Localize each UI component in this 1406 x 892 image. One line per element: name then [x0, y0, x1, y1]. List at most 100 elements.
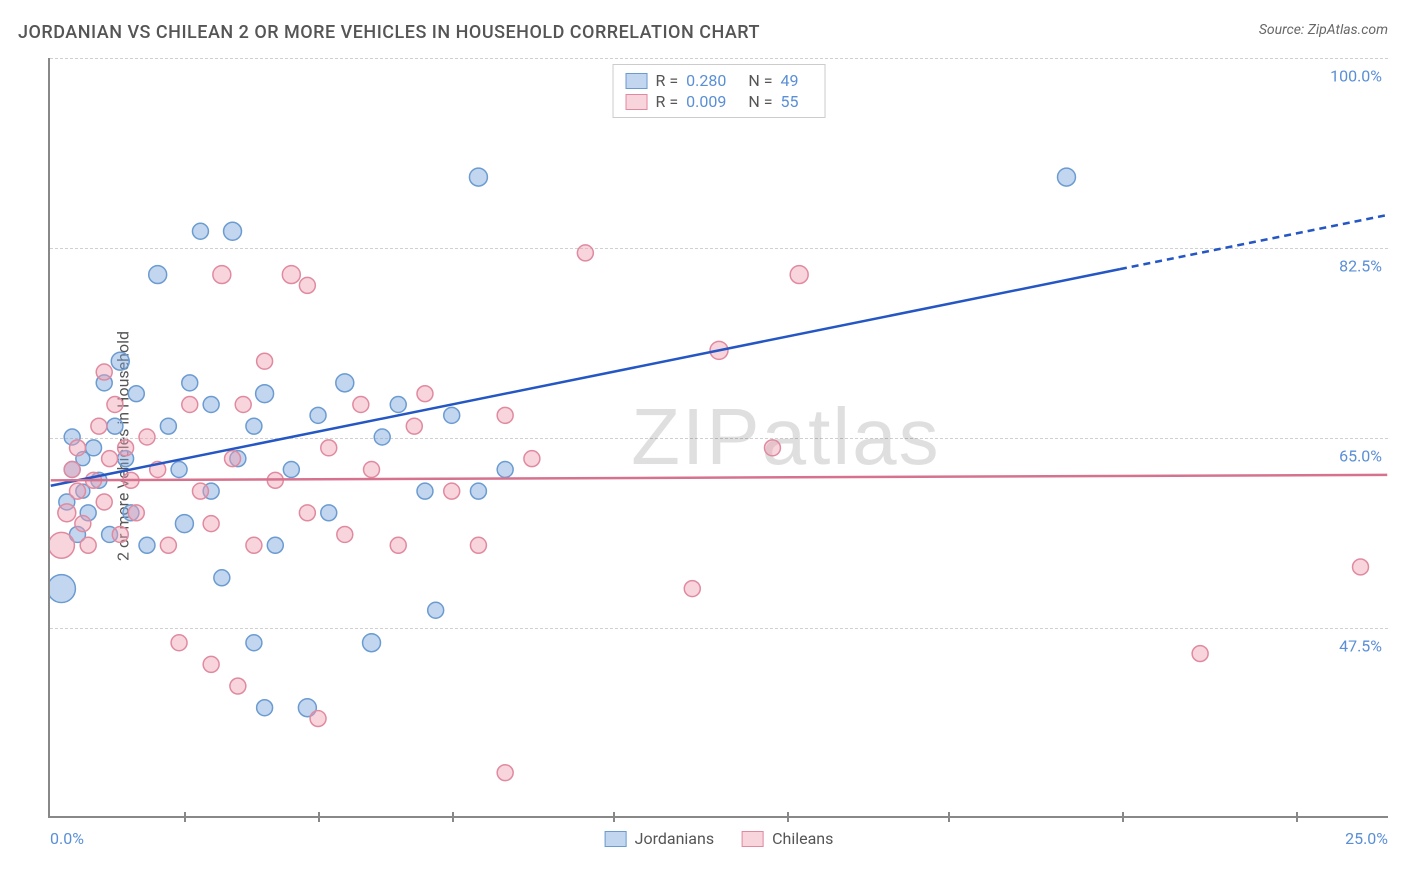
- scatter-point: [497, 407, 513, 423]
- scatter-point: [80, 537, 96, 553]
- scatter-point: [336, 374, 354, 392]
- scatter-point: [107, 418, 123, 434]
- scatter-point: [267, 537, 283, 553]
- scatter-point: [444, 407, 460, 423]
- scatter-point: [257, 700, 273, 716]
- trend-line: [51, 269, 1120, 486]
- scatter-point: [96, 364, 112, 380]
- scatter-point: [321, 505, 337, 521]
- legend-r-label: R =: [656, 92, 679, 111]
- scatter-point: [310, 711, 326, 727]
- legend-r-value-chilean: 0.009: [686, 92, 726, 111]
- scatter-point: [75, 516, 91, 532]
- legend-series: Jordanians Chileans: [605, 829, 834, 848]
- scatter-point: [390, 537, 406, 553]
- scatter-point: [764, 440, 780, 456]
- legend-row-jordanian: R = 0.280 N = 49: [626, 71, 813, 90]
- scatter-point: [577, 245, 593, 261]
- scatter-point: [417, 386, 433, 402]
- scatter-point: [70, 440, 86, 456]
- scatter-point: [192, 223, 208, 239]
- legend-swatch-chileans: [742, 831, 764, 847]
- scatter-point: [107, 397, 123, 413]
- scatter-point: [353, 397, 369, 413]
- scatter-point: [321, 440, 337, 456]
- scatter-point: [235, 397, 251, 413]
- scatter-point: [417, 483, 433, 499]
- scatter-point: [684, 581, 700, 597]
- scatter-point: [470, 483, 486, 499]
- scatter-point: [470, 537, 486, 553]
- chart-container: JORDANIAN VS CHILEAN 2 OR MORE VEHICLES …: [0, 0, 1406, 892]
- scatter-point: [364, 462, 380, 478]
- scatter-point: [128, 505, 144, 521]
- x-axis-max-label: 25.0%: [1345, 829, 1388, 848]
- scatter-point: [524, 451, 540, 467]
- scatter-point: [1192, 646, 1208, 662]
- trend-line-extrapolated: [1120, 215, 1387, 269]
- scatter-point: [96, 494, 112, 510]
- scatter-point: [213, 266, 231, 284]
- scatter-point: [203, 656, 219, 672]
- scatter-point: [299, 277, 315, 293]
- legend-stats: R = 0.280 N = 49 R = 0.009 N = 55: [613, 64, 826, 118]
- scatter-point: [363, 634, 381, 652]
- scatter-point: [1058, 168, 1076, 186]
- trend-line: [51, 475, 1387, 480]
- scatter-point: [230, 678, 246, 694]
- legend-swatch-chilean: [626, 94, 648, 110]
- scatter-point: [390, 397, 406, 413]
- scatter-point: [112, 526, 128, 542]
- scatter-point: [149, 266, 167, 284]
- scatter-point: [224, 222, 242, 240]
- scatter-point: [171, 635, 187, 651]
- scatter-point: [214, 570, 230, 586]
- scatter-point: [50, 575, 75, 603]
- scatter-point: [111, 352, 129, 370]
- scatter-point: [790, 266, 808, 284]
- scatter-point: [257, 353, 273, 369]
- scatter-point: [406, 418, 422, 434]
- scatter-point: [1353, 559, 1369, 575]
- scatter-point: [299, 505, 315, 521]
- legend-label-jordanians: Jordanians: [635, 829, 714, 848]
- scatter-point: [283, 462, 299, 478]
- legend-n-value-chilean: 55: [780, 92, 798, 111]
- scatter-point: [139, 429, 155, 445]
- legend-r-value-jordanian: 0.280: [686, 71, 726, 90]
- legend-item-jordanians: Jordanians: [605, 829, 714, 848]
- legend-n-label: N =: [748, 92, 772, 111]
- chart-title: JORDANIAN VS CHILEAN 2 OR MORE VEHICLES …: [18, 22, 760, 43]
- scatter-point: [225, 451, 241, 467]
- scatter-point: [64, 462, 80, 478]
- legend-label-chileans: Chileans: [772, 829, 833, 848]
- legend-item-chileans: Chileans: [742, 829, 833, 848]
- legend-swatch-jordanians: [605, 831, 627, 847]
- scatter-point: [139, 537, 155, 553]
- scatter-point: [444, 483, 460, 499]
- scatter-point: [70, 483, 86, 499]
- legend-n-label: N =: [748, 71, 772, 90]
- plot-area: ZIPatlas R = 0.280 N = 49 R = 0.009 N = …: [48, 58, 1388, 818]
- plot-svg: [50, 58, 1388, 816]
- legend-n-value-jordanian: 49: [780, 71, 798, 90]
- legend-swatch-jordanian: [626, 73, 648, 89]
- scatter-point: [91, 418, 107, 434]
- scatter-point: [246, 537, 262, 553]
- scatter-point: [102, 451, 118, 467]
- scatter-point: [86, 440, 102, 456]
- scatter-point: [469, 168, 487, 186]
- scatter-point: [182, 397, 198, 413]
- scatter-point: [203, 397, 219, 413]
- scatter-point: [246, 418, 262, 434]
- scatter-point: [497, 765, 513, 781]
- scatter-point: [128, 386, 144, 402]
- scatter-point: [160, 418, 176, 434]
- scatter-point: [282, 266, 300, 284]
- scatter-point: [246, 635, 262, 651]
- scatter-point: [428, 602, 444, 618]
- scatter-point: [118, 440, 134, 456]
- scatter-point: [374, 429, 390, 445]
- scatter-point: [182, 375, 198, 391]
- scatter-point: [192, 483, 208, 499]
